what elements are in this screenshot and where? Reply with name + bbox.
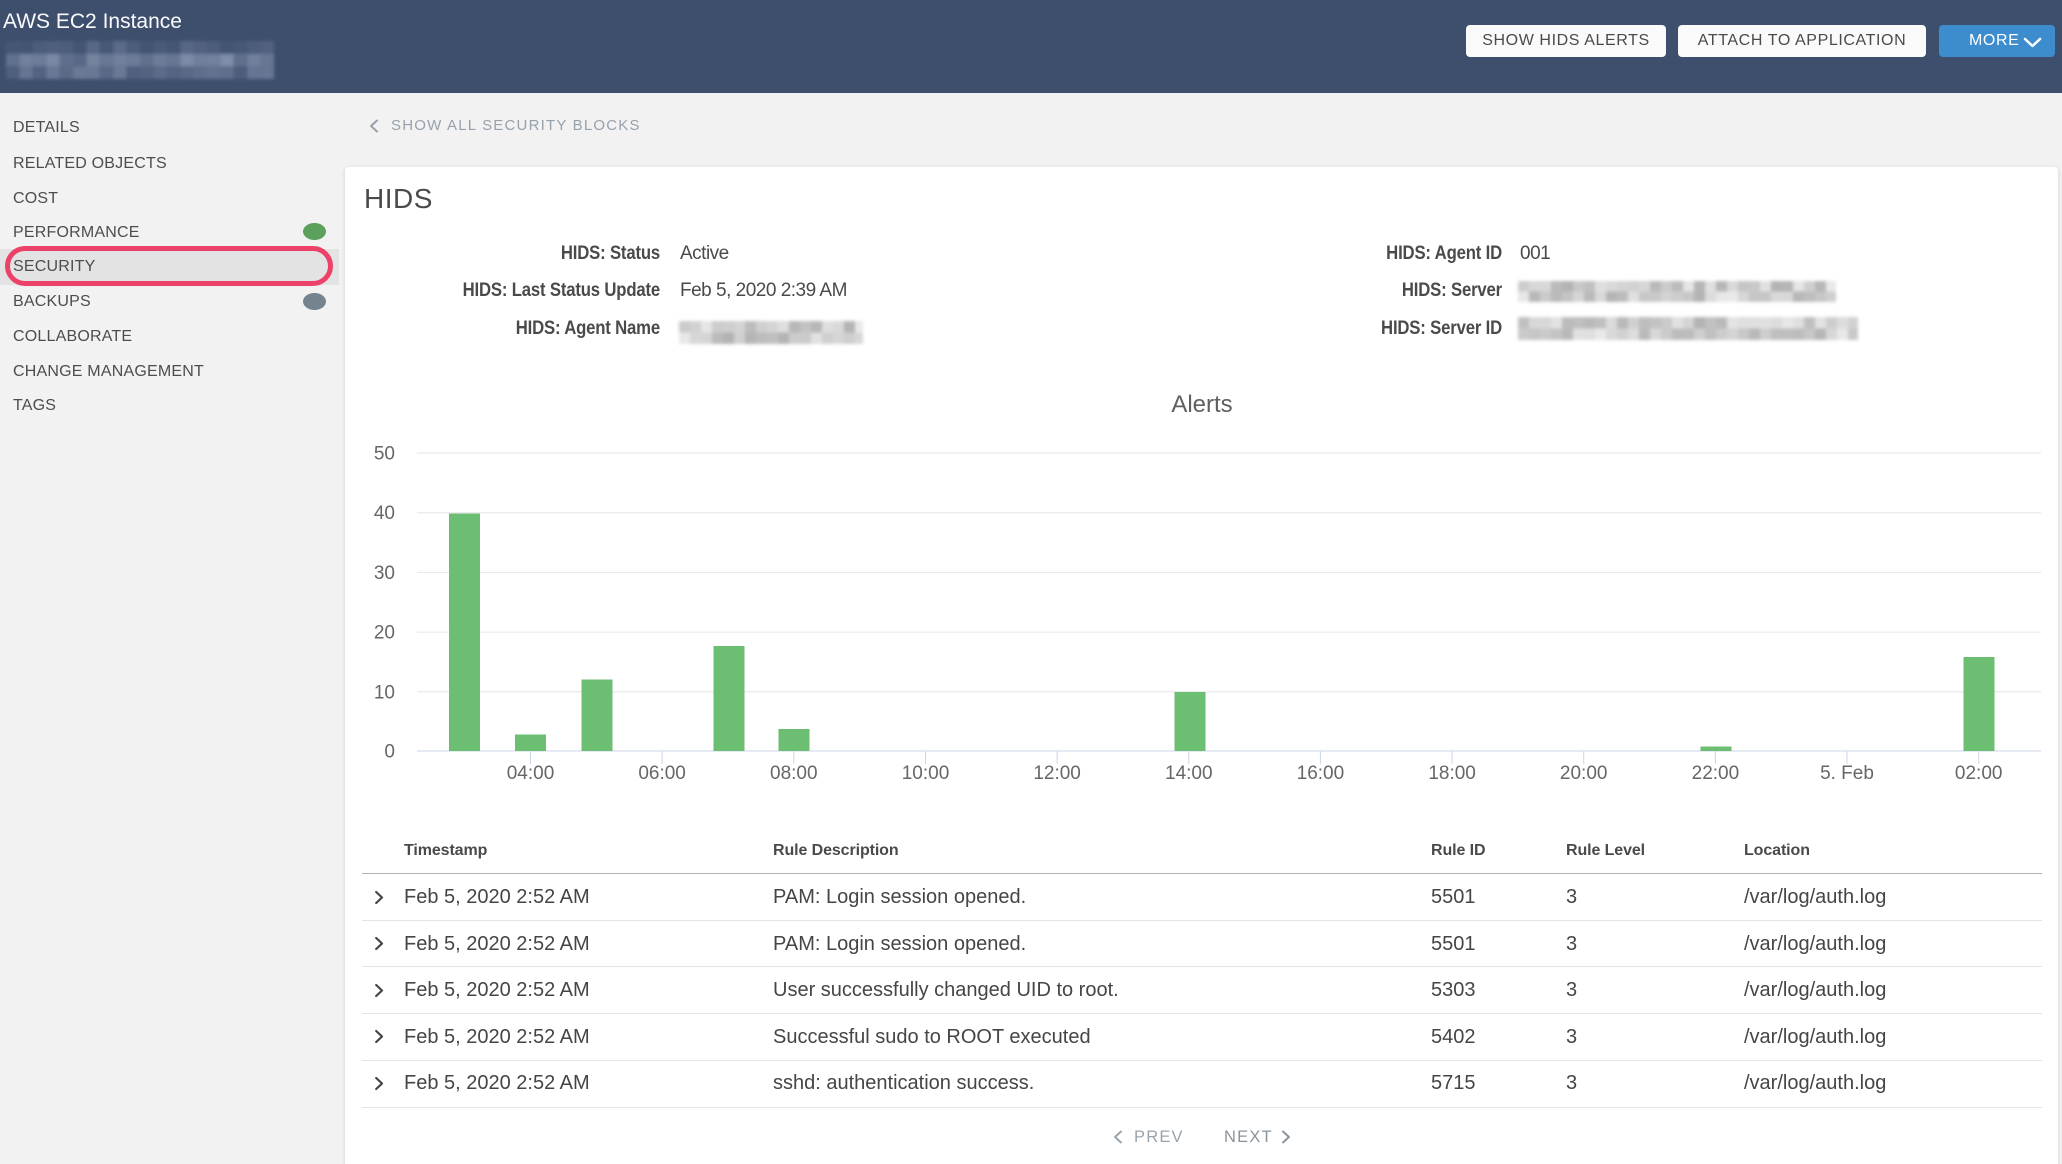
- svg-text:10: 10: [374, 682, 395, 703]
- svg-text:14:00: 14:00: [1165, 763, 1213, 784]
- svg-text:06:00: 06:00: [638, 763, 686, 784]
- svg-text:04:00: 04:00: [507, 763, 555, 784]
- svg-text:12:00: 12:00: [1033, 763, 1081, 784]
- svg-text:5. Feb: 5. Feb: [1820, 763, 1874, 784]
- svg-text:30: 30: [374, 563, 395, 584]
- svg-text:20: 20: [374, 623, 395, 644]
- svg-text:02:00: 02:00: [1955, 763, 2003, 784]
- svg-text:18:00: 18:00: [1428, 763, 1476, 784]
- svg-text:20:00: 20:00: [1560, 763, 1608, 784]
- svg-text:40: 40: [374, 503, 395, 524]
- svg-text:22:00: 22:00: [1692, 763, 1740, 784]
- svg-text:16:00: 16:00: [1297, 763, 1345, 784]
- svg-text:0: 0: [384, 742, 395, 763]
- svg-text:50: 50: [374, 444, 395, 465]
- svg-text:08:00: 08:00: [770, 763, 818, 784]
- svg-text:10:00: 10:00: [902, 763, 950, 784]
